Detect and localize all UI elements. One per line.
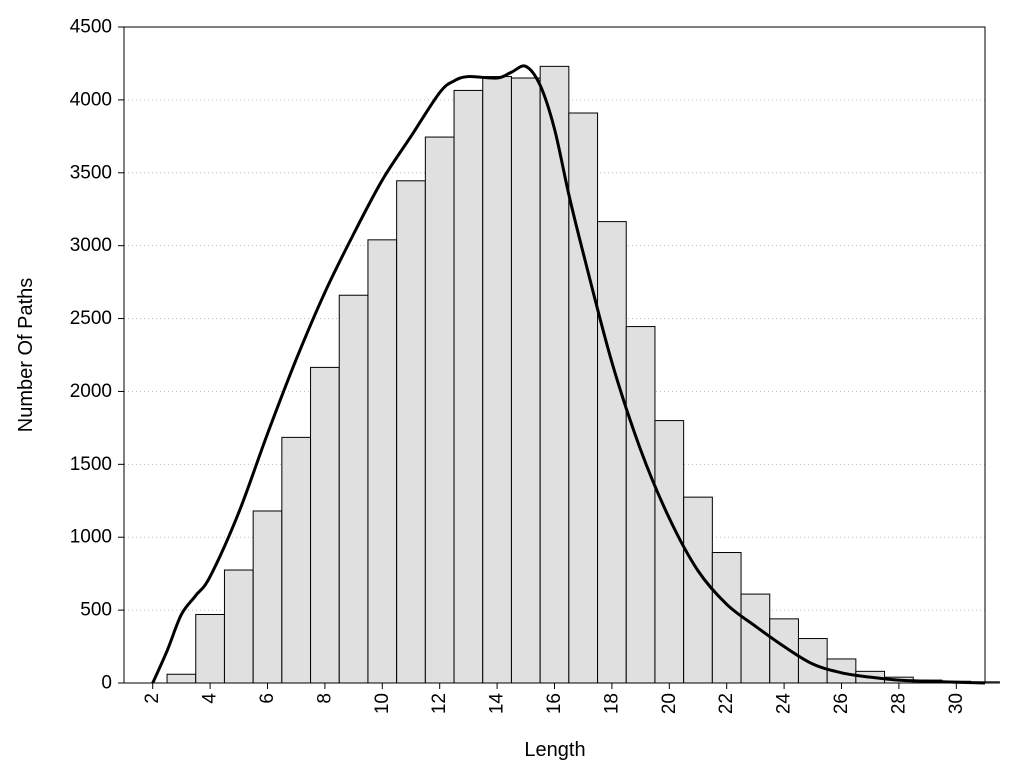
histogram-bar [281,436,312,684]
histogram-bar [396,180,426,684]
histogram-bar [654,420,685,684]
y-tick-label: 3000 [70,235,112,256]
y-tick-label: 4500 [70,17,112,38]
y-axis-label: Number Of Paths [15,278,37,433]
x-tick-label: 18 [601,693,622,714]
y-axis-ticks: 0 500 1000 1500 2000 2500 3000 3500 4000 4500 [70,17,124,694]
histogram-bar [625,326,656,684]
histogram-bar [597,221,627,684]
histogram-bar [568,112,599,684]
x-tick-label: 6 [257,693,278,704]
x-tick-label: 26 [831,693,852,714]
histogram-bar [453,89,484,684]
histogram-bar [769,618,799,684]
histogram-bar [195,613,225,684]
histogram-bar [482,76,512,684]
y-tick-label: 2500 [70,308,112,329]
x-tick-label: 8 [314,693,335,704]
x-tick-label: 12 [429,693,450,714]
histogram-bar [367,239,398,684]
histogram-bar [740,593,771,684]
x-tick-label: 22 [716,693,737,714]
histogram-bar [310,366,340,684]
histogram-bar [223,569,254,684]
x-tick-label: 14 [487,693,508,715]
y-tick-label: 2000 [70,381,112,402]
y-tick-label: 3500 [70,162,112,183]
x-tick-label: 28 [888,693,909,714]
x-axis-ticks: 2 4 6 8 10 12 14 16 18 20 22 24 26 28 30 [142,683,967,714]
histogram-bar [424,136,455,684]
x-tick-label: 2 [142,693,163,704]
x-tick-label: 10 [372,693,393,714]
histogram-bar [683,496,713,684]
histogram-bar [539,65,570,684]
x-tick-label: 16 [544,693,565,714]
y-tick-label: 1000 [70,527,112,548]
histogram-bar [711,552,742,684]
y-tick-label: 500 [80,600,112,621]
histogram-bar [252,510,283,684]
histogram-bar [510,77,541,684]
histogram-bar [338,294,369,684]
x-tick-label: 30 [946,693,967,714]
x-axis-label: Length [524,739,585,761]
histogram-bar [797,638,828,684]
density-curve [151,64,986,685]
x-tick-label: 20 [659,693,680,714]
x-tick-label: 4 [200,693,221,704]
y-tick-label: 0 [101,673,112,694]
y-tick-label: 1500 [70,454,112,475]
x-tick-label: 24 [774,693,795,715]
bars [166,65,1000,684]
y-tick-label: 4000 [70,89,112,110]
histogram-bar [166,673,197,684]
density-curve-layer [151,64,986,685]
